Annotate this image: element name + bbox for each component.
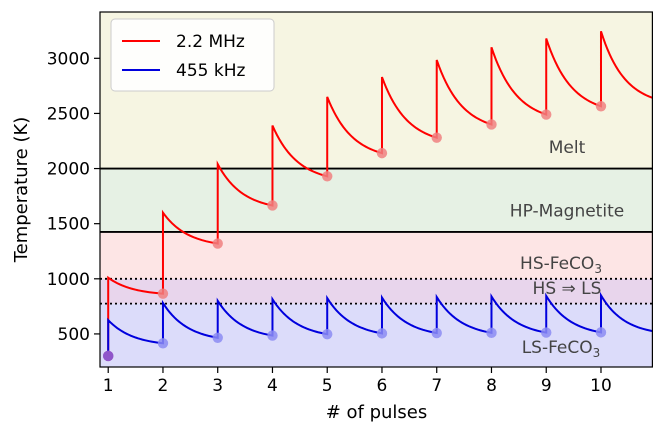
region-band-1 xyxy=(100,278,653,304)
legend-label-1: 455 kHz xyxy=(176,61,245,81)
x-tick-label-7: 7 xyxy=(431,376,442,396)
marker-s1-2 xyxy=(157,338,169,349)
region-band-3 xyxy=(100,168,653,232)
marker-s0-3 xyxy=(212,238,223,249)
x-tick-label-10: 10 xyxy=(590,376,612,396)
marker-s0-4 xyxy=(267,200,278,211)
marker-s0-2 xyxy=(157,288,169,299)
region-label-hp-magnetite: HP-Magnetite xyxy=(510,202,624,222)
region-label-melt: Melt xyxy=(549,138,586,158)
marker-s1-7 xyxy=(431,327,442,339)
y-axis-ticks: 500 1000 1500 2000 2500 3000 xyxy=(47,49,100,345)
marker-s0-10 xyxy=(595,101,607,112)
region-label-hs-ls: HS ⇒ LS xyxy=(533,279,602,299)
legend-box xyxy=(110,18,275,92)
region-labels: Melt HP-Magnetite HS-FeCO3 HS ⇒ LS LS-FeCO3 xyxy=(510,138,624,360)
x-tick-label-4: 4 xyxy=(267,376,278,396)
marker-s0-8 xyxy=(486,119,497,130)
marker-s0-6 xyxy=(376,147,388,159)
threshold-lines xyxy=(100,167,653,305)
x-tick-label-9: 9 xyxy=(541,376,552,396)
marker-s0-7 xyxy=(431,132,442,143)
x-tick-label-8: 8 xyxy=(486,376,497,396)
legend-label-0: 2.2 MHz xyxy=(176,32,245,52)
marker-s1-4 xyxy=(267,330,278,341)
y-axis-label: Temperature (K) xyxy=(11,117,32,264)
x-tick-label-6: 6 xyxy=(377,376,388,396)
region-label-hs-feco3: HS-FeCO3 xyxy=(520,254,602,276)
marker-s1-6 xyxy=(376,328,388,339)
x-tick-label-1: 1 xyxy=(103,376,114,396)
y-tick-label-500: 500 xyxy=(58,325,90,345)
legend: 2.2 MHz 455 kHz xyxy=(110,18,275,92)
y-tick-label-2000: 2000 xyxy=(47,160,90,180)
marker-s1-9 xyxy=(541,327,552,338)
marker-start xyxy=(103,350,114,362)
pulse-markers xyxy=(103,101,607,362)
x-tick-label-5: 5 xyxy=(322,376,333,396)
x-axis-ticks: 1 2 3 4 5 6 7 8 9 10 xyxy=(103,367,612,396)
region-label-ls-feco3: LS-FeCO3 xyxy=(522,338,601,360)
marker-s1-5 xyxy=(322,328,333,340)
marker-s1-8 xyxy=(486,327,497,339)
x-axis-label: # of pulses xyxy=(326,402,428,423)
x-tick-label-3: 3 xyxy=(212,376,223,396)
region-band-2 xyxy=(100,231,653,279)
region-label-hs-feco3-subscript: 3 xyxy=(594,262,602,276)
plot-frame xyxy=(99,11,653,368)
y-tick-label-3000: 3000 xyxy=(47,49,90,69)
marker-s0-9 xyxy=(541,109,552,120)
y-tick-label-1000: 1000 xyxy=(47,270,90,290)
region-label-ls-feco3-subscript: 3 xyxy=(593,346,601,360)
y-tick-label-2500: 2500 xyxy=(47,104,90,124)
marker-s1-10 xyxy=(595,327,607,338)
x-tick-label-2: 2 xyxy=(158,376,169,396)
y-tick-label-1500: 1500 xyxy=(47,215,90,235)
marker-s1-3 xyxy=(212,332,223,343)
marker-s0-5 xyxy=(322,171,333,182)
